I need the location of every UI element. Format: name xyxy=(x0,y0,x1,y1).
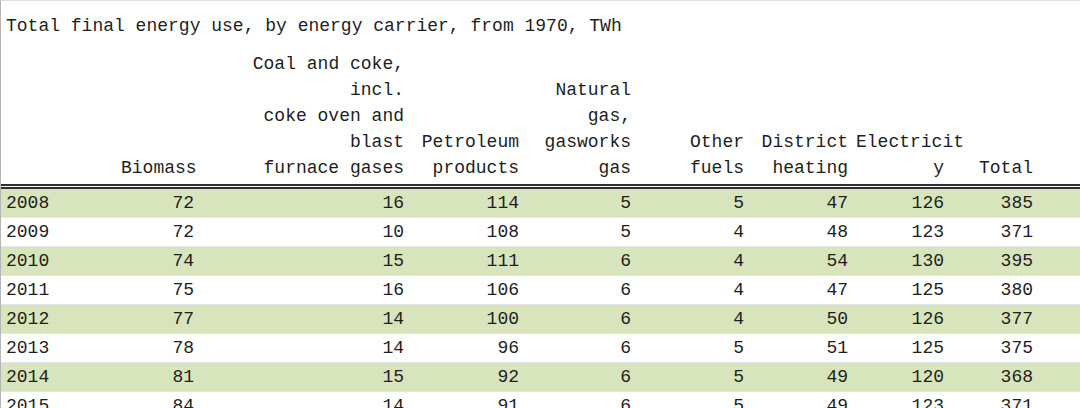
table-row-2013: 2013 78 14 96 6 5 51 125 375 xyxy=(1,334,1080,363)
header-row: Biomass Coal and coke, incl. coke oven a… xyxy=(1,51,1080,187)
cell-district-heating: 49 xyxy=(752,392,856,408)
cell-total: 385 xyxy=(952,187,1080,218)
table-row-2012: 2012 77 14 100 6 4 50 126 377 xyxy=(1,305,1080,334)
page-title: Total final energy use, by energy carrie… xyxy=(1,1,1080,51)
cell-biomass: 81 xyxy=(121,363,202,392)
cell-coal: 14 xyxy=(202,334,412,363)
cell-petroleum: 91 xyxy=(412,392,527,408)
cell-electricity: 123 xyxy=(856,392,952,408)
cell-coal: 15 xyxy=(202,363,412,392)
table-header: Biomass Coal and coke, incl. coke oven a… xyxy=(1,51,1080,187)
cell-petroleum: 92 xyxy=(412,363,527,392)
cell-petroleum: 96 xyxy=(412,334,527,363)
cell-petroleum: 111 xyxy=(412,247,527,276)
cell-electricity: 130 xyxy=(856,247,952,276)
cell-electricity: 126 xyxy=(856,305,952,334)
energy-use-table: Biomass Coal and coke, incl. coke oven a… xyxy=(1,51,1080,408)
cell-year: 2010 xyxy=(1,247,121,276)
cell-biomass: 84 xyxy=(121,392,202,408)
cell-coal: 15 xyxy=(202,247,412,276)
col-header-district-heating: District heating xyxy=(752,51,856,187)
energy-table-page: Total final energy use, by energy carrie… xyxy=(0,0,1080,408)
cell-natural-gas: 5 xyxy=(527,187,639,218)
table-row-2014: 2014 81 15 92 6 5 49 120 368 xyxy=(1,363,1080,392)
cell-natural-gas: 5 xyxy=(527,218,639,247)
cell-electricity: 125 xyxy=(856,276,952,305)
col-header-total: Total xyxy=(952,51,1080,187)
cell-total: 368 xyxy=(952,363,1080,392)
cell-total: 380 xyxy=(952,276,1080,305)
cell-district-heating: 50 xyxy=(752,305,856,334)
cell-other-fuels: 4 xyxy=(639,305,752,334)
cell-electricity: 123 xyxy=(856,218,952,247)
col-header-other-fuels: Other fuels xyxy=(639,51,752,187)
cell-petroleum: 100 xyxy=(412,305,527,334)
cell-petroleum: 106 xyxy=(412,276,527,305)
cell-total: 375 xyxy=(952,334,1080,363)
col-header-electricity: Electricit y xyxy=(856,51,952,187)
cell-coal: 16 xyxy=(202,187,412,218)
cell-electricity: 126 xyxy=(856,187,952,218)
cell-biomass: 78 xyxy=(121,334,202,363)
table-row-2009: 2009 72 10 108 5 4 48 123 371 xyxy=(1,218,1080,247)
table-row-2011: 2011 75 16 106 6 4 47 125 380 xyxy=(1,276,1080,305)
cell-electricity: 125 xyxy=(856,334,952,363)
cell-total: 377 xyxy=(952,305,1080,334)
col-header-year xyxy=(1,51,121,187)
cell-petroleum: 114 xyxy=(412,187,527,218)
cell-year: 2012 xyxy=(1,305,121,334)
cell-natural-gas: 6 xyxy=(527,276,639,305)
cell-natural-gas: 6 xyxy=(527,247,639,276)
cell-district-heating: 54 xyxy=(752,247,856,276)
cell-year: 2011 xyxy=(1,276,121,305)
cell-other-fuels: 5 xyxy=(639,392,752,408)
table-body: 2008 72 16 114 5 5 47 126 385 2009 72 10… xyxy=(1,187,1080,408)
cell-year: 2013 xyxy=(1,334,121,363)
cell-coal: 14 xyxy=(202,392,412,408)
col-header-petroleum-products: Petroleum products xyxy=(412,51,527,187)
cell-other-fuels: 4 xyxy=(639,247,752,276)
cell-district-heating: 51 xyxy=(752,334,856,363)
cell-biomass: 72 xyxy=(121,218,202,247)
cell-biomass: 74 xyxy=(121,247,202,276)
cell-total: 395 xyxy=(952,247,1080,276)
table-row-2010: 2010 74 15 111 6 4 54 130 395 xyxy=(1,247,1080,276)
cell-district-heating: 47 xyxy=(752,276,856,305)
col-header-biomass: Biomass xyxy=(121,51,202,187)
cell-other-fuels: 5 xyxy=(639,334,752,363)
cell-district-heating: 49 xyxy=(752,363,856,392)
cell-total: 371 xyxy=(952,218,1080,247)
cell-natural-gas: 6 xyxy=(527,305,639,334)
cell-natural-gas: 6 xyxy=(527,334,639,363)
table-row-2008: 2008 72 16 114 5 5 47 126 385 xyxy=(1,187,1080,218)
cell-coal: 14 xyxy=(202,305,412,334)
cell-other-fuels: 4 xyxy=(639,276,752,305)
table-row-2015: 2015 84 14 91 6 5 49 123 371 xyxy=(1,392,1080,408)
cell-natural-gas: 6 xyxy=(527,363,639,392)
cell-total: 371 xyxy=(952,392,1080,408)
col-header-natural-gas: Natural gas, gasworks gas xyxy=(527,51,639,187)
cell-year: 2014 xyxy=(1,363,121,392)
cell-biomass: 77 xyxy=(121,305,202,334)
cell-coal: 16 xyxy=(202,276,412,305)
cell-year: 2015 xyxy=(1,392,121,408)
cell-coal: 10 xyxy=(202,218,412,247)
cell-other-fuels: 4 xyxy=(639,218,752,247)
cell-district-heating: 47 xyxy=(752,187,856,218)
cell-biomass: 75 xyxy=(121,276,202,305)
cell-other-fuels: 5 xyxy=(639,187,752,218)
cell-other-fuels: 5 xyxy=(639,363,752,392)
cell-natural-gas: 6 xyxy=(527,392,639,408)
cell-biomass: 72 xyxy=(121,187,202,218)
cell-petroleum: 108 xyxy=(412,218,527,247)
cell-district-heating: 48 xyxy=(752,218,856,247)
cell-electricity: 120 xyxy=(856,363,952,392)
cell-year: 2008 xyxy=(1,187,121,218)
col-header-coal-and-coke: Coal and coke, incl. coke oven and blast… xyxy=(202,51,412,187)
cell-year: 2009 xyxy=(1,218,121,247)
